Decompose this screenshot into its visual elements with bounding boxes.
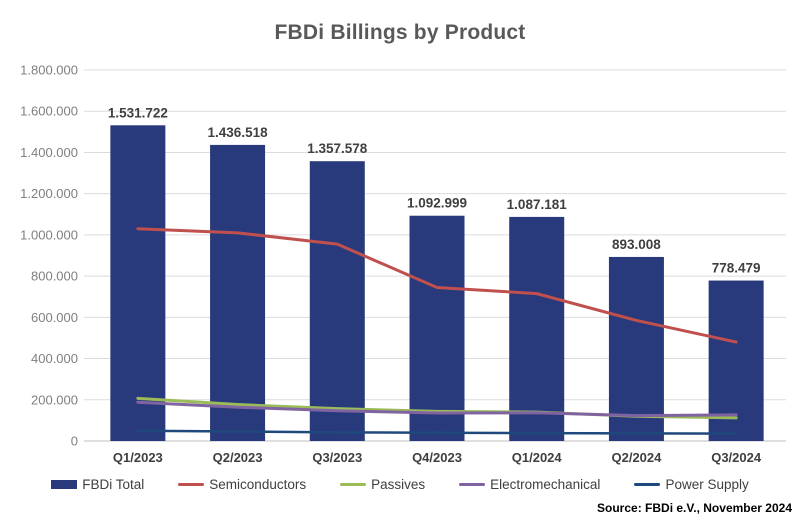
line-electromechanical [136, 400, 738, 418]
y-tick-label: 200.000 [31, 392, 78, 407]
x-tick-label: Q3/2023 [312, 450, 362, 465]
bar-value-label: 1.436.518 [208, 125, 269, 140]
bar-value-label: 1.087.181 [507, 197, 568, 212]
legend-item-power-supply: Power Supply [634, 477, 749, 492]
y-tick-label: 1.000.000 [20, 227, 78, 242]
bar-Q3/2023 [309, 161, 365, 441]
legend: FBDi Total Semiconductors Passives Electrom… [0, 477, 800, 492]
x-tick-label: Q2/2024 [611, 450, 662, 465]
legend-marker-icon [178, 482, 205, 487]
y-tick-label: 600.000 [31, 310, 78, 325]
legend-label: Power Supply [665, 477, 749, 492]
legend-item-semiconductors: Semiconductors [178, 477, 306, 492]
x-tick-label: Q1/2024 [512, 450, 563, 465]
legend-item-electromechanical: Electromechanical [459, 477, 600, 492]
legend-marker-icon [459, 482, 486, 487]
y-tick-label: 0 [71, 434, 78, 449]
legend-label: FBDi Total [82, 477, 145, 492]
chart-title: FBDi Billings by Product [274, 21, 526, 44]
legend-item-fbdi-total: FBDi Total [51, 477, 144, 492]
legend-label: Passives [371, 477, 426, 492]
legend-item-passives: Passives [340, 477, 425, 492]
legend-marker-icon [340, 482, 367, 487]
bar-value-label: 778.479 [712, 261, 761, 276]
bar-value-label: 1.531.722 [108, 105, 168, 120]
legend-marker-icon [51, 480, 78, 489]
bar-Q4/2023 [409, 215, 465, 441]
y-tick-label: 400.000 [31, 351, 78, 366]
bar-value-label: 1.357.578 [307, 141, 368, 156]
y-tick-label: 800.000 [31, 269, 78, 284]
legend-marker-icon [634, 482, 661, 487]
y-tick-label: 1.400.000 [20, 145, 78, 160]
source-note: Source: FBDi e.V., November 2024 [597, 501, 792, 515]
y-tick-label: 1.600.000 [20, 104, 78, 119]
x-tick-label: Q4/2023 [412, 450, 462, 465]
y-tick-label: 1.800.000 [20, 63, 78, 78]
legend-label: Electromechanical [490, 477, 601, 492]
bar-value-label: 1.092.999 [407, 196, 467, 211]
x-tick-label: Q2/2023 [213, 450, 263, 465]
x-tick-label: Q1/2023 [113, 450, 163, 465]
bar-value-label: 893.008 [612, 237, 661, 252]
legend-label: Semiconductors [209, 477, 307, 492]
line-power-supply [136, 429, 738, 435]
bar-Q2/2024 [608, 256, 664, 441]
bar-Q1/2023 [110, 125, 166, 441]
y-tick-label: 1.200.000 [20, 186, 78, 201]
bar-Q1/2024 [509, 216, 565, 441]
line-semiconductors [136, 227, 738, 344]
x-tick-label: Q3/2024 [711, 450, 762, 465]
bar-Q2/2023 [210, 144, 266, 442]
